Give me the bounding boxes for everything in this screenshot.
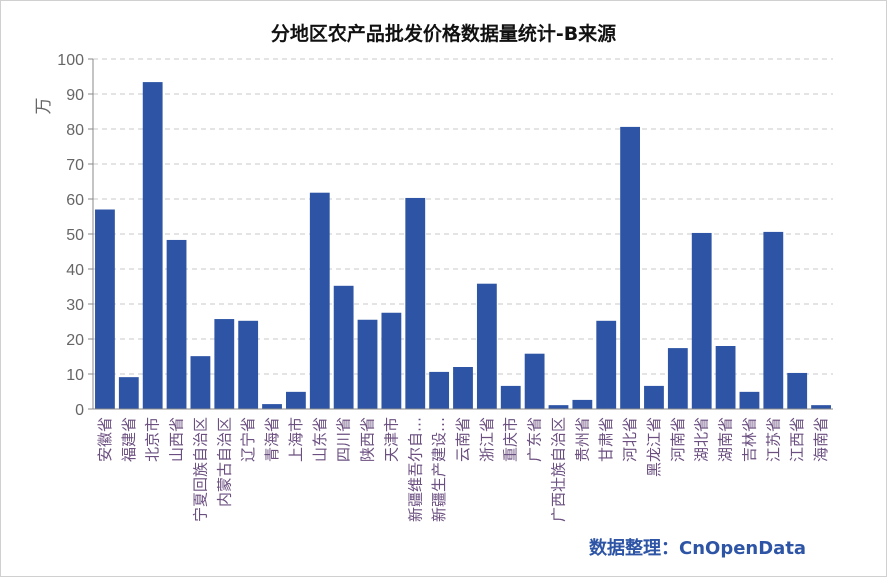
x-tick-label: 山东省	[311, 417, 329, 462]
x-tick-label: 天津市	[382, 417, 400, 462]
y-tick-label: 40	[66, 262, 84, 279]
x-tick-label: 宁夏回族自治区	[191, 417, 209, 522]
x-tick-label: 黑龙江省	[645, 417, 663, 477]
x-tick-label: 四川省	[335, 417, 353, 462]
y-tick-label: 70	[66, 157, 84, 174]
x-tick-label: 新疆维吾尔自…	[406, 417, 424, 522]
bar	[524, 353, 545, 409]
bar	[429, 371, 450, 409]
bar	[787, 372, 808, 409]
x-tick-label: 上海市	[287, 417, 305, 462]
bar	[453, 367, 473, 409]
bar	[214, 319, 235, 409]
bar	[763, 231, 784, 409]
bar	[118, 377, 139, 409]
bar	[166, 239, 187, 409]
x-tick-label: 辽宁省	[239, 417, 257, 462]
bar	[739, 391, 760, 409]
x-tick-label: 吉林省	[740, 417, 758, 462]
y-tick-label: 90	[66, 87, 84, 104]
bar	[548, 405, 569, 409]
x-tick-label: 福建省	[120, 417, 138, 462]
bar	[667, 348, 688, 409]
data-credit: 数据整理：CnOpenData	[589, 538, 807, 559]
x-tick-label: 云南省	[454, 417, 472, 462]
bar	[285, 391, 306, 409]
bar	[381, 312, 402, 409]
bar	[190, 356, 211, 409]
x-tick-label: 广西壮族自治区	[549, 417, 567, 522]
bar	[572, 399, 593, 409]
x-tick-label: 山西省	[168, 417, 186, 462]
y-tick-label: 50	[66, 227, 84, 244]
x-tick-label: 陕西省	[359, 417, 377, 462]
bar	[405, 197, 426, 409]
x-tick-label: 安徽省	[96, 417, 114, 462]
x-tick-label: 湖北省	[693, 417, 711, 462]
bar	[357, 319, 378, 409]
bar	[262, 404, 282, 409]
x-tick-label: 贵州省	[573, 417, 591, 462]
bar	[500, 385, 521, 409]
bar	[476, 283, 497, 409]
y-tick-label: 0	[75, 402, 84, 419]
x-tick-label: 浙江省	[478, 417, 496, 462]
bar	[95, 209, 115, 409]
x-tick-label: 湖南省	[717, 417, 735, 462]
bar	[238, 320, 259, 409]
y-tick-label: 100	[57, 52, 84, 69]
bar	[620, 126, 641, 410]
bar	[691, 232, 712, 409]
y-tick-label: 60	[66, 192, 84, 209]
x-tick-label: 海南省	[812, 417, 830, 462]
x-tick-label: 甘肃省	[597, 417, 615, 462]
y-tick-label: 20	[66, 332, 84, 349]
bar	[715, 346, 736, 409]
x-tick-label: 内蒙古自治区	[215, 417, 233, 507]
y-tick-label: 80	[66, 122, 84, 139]
chart-title: 分地区农产品批发价格数据量统计-B来源	[270, 23, 617, 45]
bar	[142, 82, 163, 409]
x-tick-label: 广东省	[526, 417, 544, 462]
x-tick-label: 江西省	[788, 417, 806, 462]
x-tick-label: 北京市	[144, 417, 162, 462]
x-tick-label: 河北省	[621, 417, 639, 462]
x-tick-label: 新疆生产建设…	[430, 417, 448, 522]
y-tick-label: 10	[66, 367, 84, 384]
bar	[333, 285, 354, 409]
x-tick-label: 重庆市	[502, 417, 520, 462]
y-tick-label: 30	[66, 297, 84, 314]
bar	[596, 320, 617, 409]
y-axis-label: 万	[34, 98, 54, 115]
x-tick-label: 江苏省	[764, 417, 782, 462]
bar	[811, 405, 831, 409]
x-tick-label: 河南省	[669, 417, 687, 462]
bar	[644, 385, 664, 409]
bar	[309, 192, 330, 409]
x-tick-label: 青海省	[263, 417, 281, 462]
